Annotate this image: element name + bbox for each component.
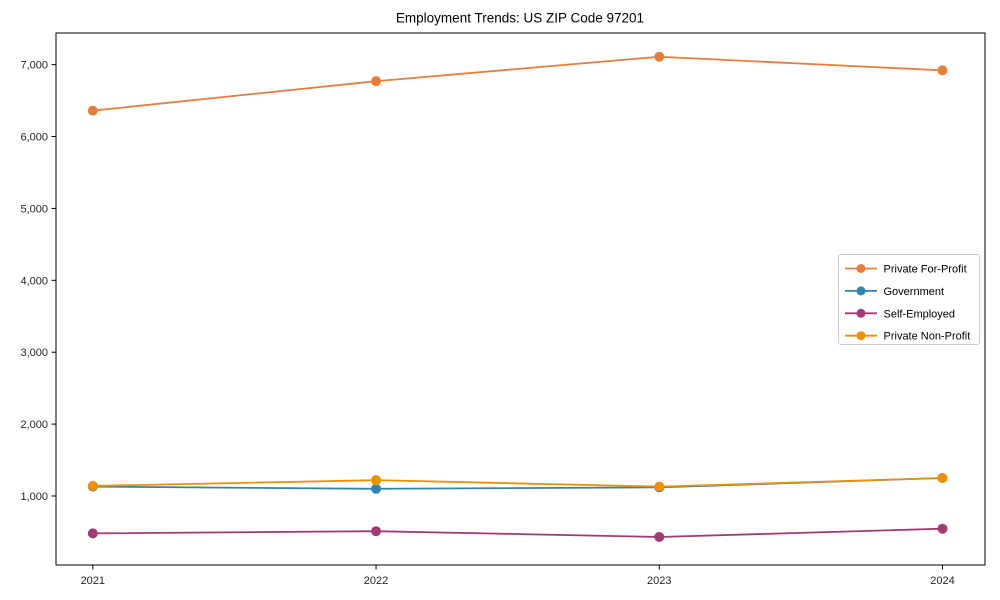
data-point-marker [371, 475, 382, 486]
legend-item: Self-Employed [845, 308, 955, 320]
y-tick-label: 3,000 [20, 347, 48, 359]
legend-box [838, 254, 980, 345]
legend-marker [856, 264, 866, 273]
data-point-marker [371, 483, 382, 494]
plot-area: 1,000 2,000 3,000 4,000 5,000 6,000 7,000 2021 2… [20, 32, 986, 587]
series-line-self-employed [92, 527, 943, 538]
series-line-private-for-profit [92, 55, 943, 112]
data-point-marker [87, 105, 98, 116]
legend-item: Government [845, 286, 944, 298]
data-point-marker [654, 531, 665, 542]
legend-marker [856, 286, 866, 296]
y-tick-label: 4,000 [20, 275, 48, 287]
y-tick-label: 7,000 [20, 60, 48, 72]
y-tick-label: 1,000 [20, 491, 48, 503]
data-point-marker [371, 76, 382, 87]
series-line-private-non-profit [92, 477, 943, 488]
legend-item: Private Non-Profit [845, 331, 970, 343]
y-tick-label: 2,000 [20, 419, 48, 431]
data-point-marker [937, 473, 948, 484]
legend-marker [856, 331, 866, 341]
legend: Private For-Profit Government Self-Employe… [838, 254, 980, 345]
data-point-marker [654, 51, 665, 62]
y-tick-label: 5,000 [20, 203, 48, 215]
data-point-marker [937, 523, 948, 534]
data-point-marker [87, 528, 98, 539]
data-point-marker [937, 65, 948, 76]
chart-title: Employment Trends: US ZIP Code 97201 [396, 11, 644, 26]
x-tick-label: 2022 [364, 575, 388, 587]
data-point-marker [87, 480, 98, 491]
x-tick-label: 2021 [81, 575, 105, 587]
legend-label: Government [884, 286, 945, 298]
data-point-marker [371, 526, 382, 537]
x-tick-label: 2023 [647, 575, 671, 587]
y-tick-label: 6,000 [20, 132, 48, 144]
legend-marker [856, 308, 866, 318]
legend-label: Private Non-Profit [884, 331, 971, 343]
legend-label: Self-Employed [884, 308, 956, 320]
axes-frame [55, 32, 986, 566]
legend-item: Private For-Profit [845, 264, 967, 276]
data-point-marker [654, 481, 665, 492]
legend-label: Private For-Profit [884, 264, 967, 276]
x-tick-label: 2024 [930, 575, 954, 587]
